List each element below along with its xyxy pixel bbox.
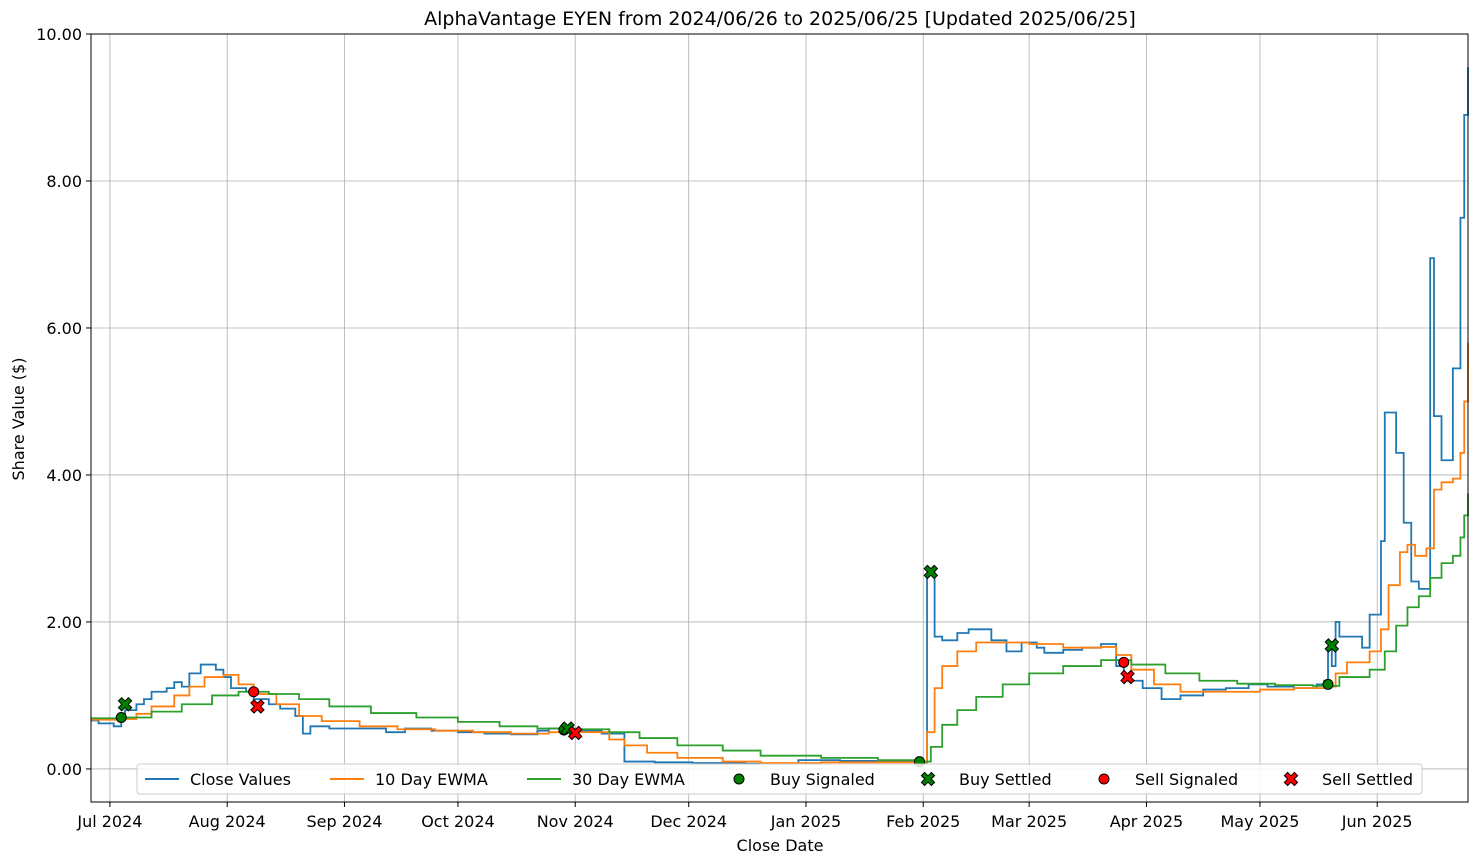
- x-tick-label: Aug 2024: [189, 812, 266, 831]
- x-tick-label: Dec 2024: [650, 812, 727, 831]
- legend-label-sell-signaled: Sell Signaled: [1135, 770, 1238, 789]
- legend-swatch-buy-signaled: [733, 773, 745, 785]
- x-tick-label: Feb 2025: [886, 812, 960, 831]
- x-tick-label: Apr 2025: [1110, 812, 1183, 831]
- close-values-line: [91, 67, 1469, 765]
- plot-frame: [90, 33, 1469, 803]
- buy-settled-marker: [923, 564, 939, 580]
- legend-label-10-day-ewma: 10 Day EWMA: [375, 770, 488, 789]
- legend-swatch-buy-settled: [920, 771, 936, 787]
- marker-layer: [115, 564, 1340, 768]
- chart-title: AlphaVantage EYEN from 2024/06/26 to 202…: [424, 8, 1136, 30]
- x-tick-label: Sep 2024: [306, 812, 382, 831]
- y-tick-label: 0.00: [46, 760, 82, 779]
- sell-signaled-marker: [1118, 656, 1130, 668]
- x-axis-ticks: Jul 2024 Aug 2024 Sep 2024 Oct 2024 Nov 2024…: [76, 802, 1413, 831]
- legend-label-sell-settled: Sell Settled: [1322, 770, 1413, 789]
- grid: [91, 33, 1468, 802]
- buy-signaled-marker: [1322, 678, 1334, 690]
- x-tick-label: May 2025: [1220, 812, 1299, 831]
- y-tick-label: 4.00: [46, 466, 82, 485]
- x-tick-label: Jul 2024: [76, 812, 142, 831]
- buy-signaled-marker: [115, 711, 127, 723]
- y-tick-label: 6.00: [46, 319, 82, 338]
- 30-day-ewma-line: [91, 493, 1469, 763]
- sell-settled-marker: [1120, 669, 1135, 685]
- sell-settled-marker: [567, 725, 583, 741]
- sell-settled-marker: [250, 699, 265, 714]
- legend-label-close-values: Close Values: [190, 770, 291, 789]
- legend-label-buy-settled: Buy Settled: [959, 770, 1052, 789]
- x-tick-label: Nov 2024: [537, 812, 614, 831]
- 10-day-ewma-line: [91, 342, 1469, 764]
- x-tick-label: Oct 2024: [421, 812, 494, 831]
- x-tick-label: Mar 2025: [991, 812, 1067, 831]
- y-tick-label: 10.00: [36, 25, 82, 44]
- y-tick-label: 8.00: [46, 172, 82, 191]
- y-axis-label: Share Value ($): [9, 358, 28, 481]
- x-tick-label: Jun 2025: [1341, 812, 1413, 831]
- y-axis-ticks: 0.00 2.00 4.00 6.00 8.00 10.00: [36, 25, 91, 779]
- legend-swatch-sell-signaled: [1098, 773, 1110, 785]
- legend-label-30-day-ewma: 30 Day EWMA: [572, 770, 685, 789]
- y-tick-label: 2.00: [46, 613, 82, 632]
- legend: Close Values 10 Day EWMA 30 Day EWMA Buy Si…: [136, 763, 1423, 795]
- x-tick-label: Jan 2025: [770, 812, 841, 831]
- x-axis-label: Close Date: [737, 836, 824, 855]
- buy-settled-marker: [1324, 638, 1340, 653]
- legend-label-buy-signaled: Buy Signaled: [770, 770, 875, 789]
- sell-signaled-marker: [248, 686, 260, 698]
- legend-box: [136, 763, 1423, 795]
- buy-settled-marker: [117, 696, 133, 712]
- series-layer: [91, 67, 1469, 765]
- legend-swatch-sell-settled: [1283, 771, 1299, 787]
